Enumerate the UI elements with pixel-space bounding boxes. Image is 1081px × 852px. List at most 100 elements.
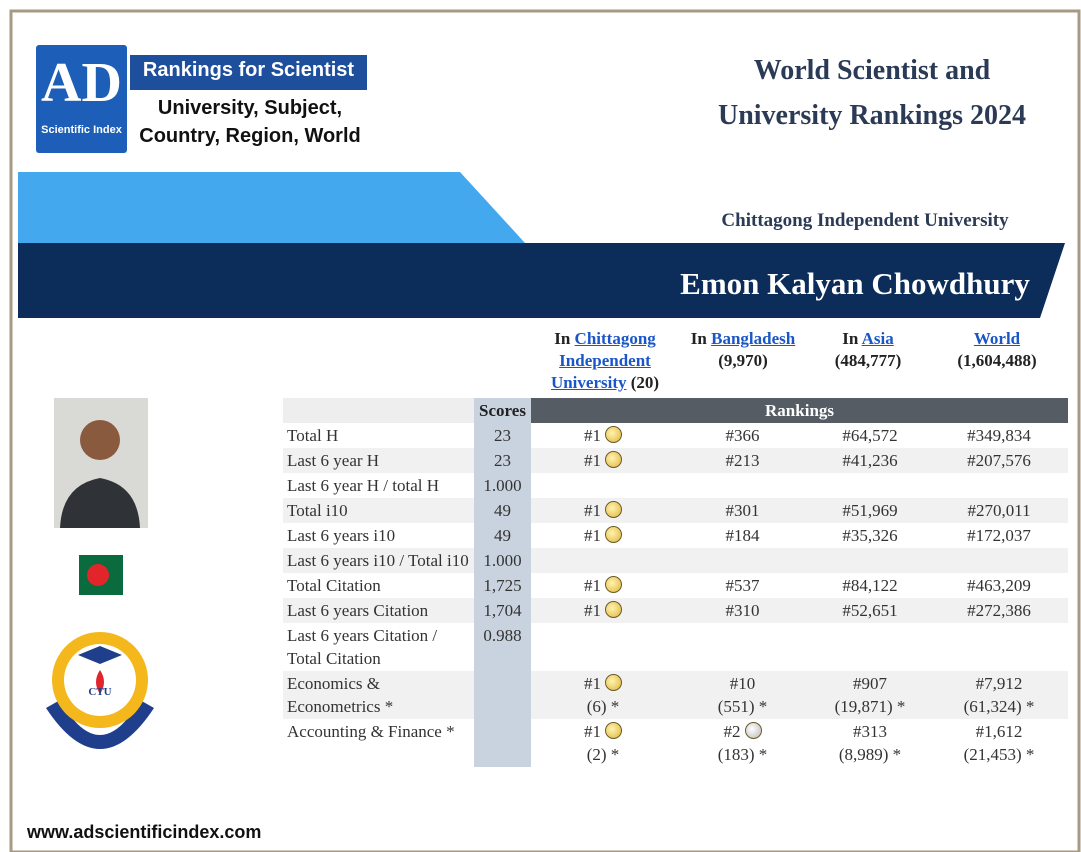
column-count: (484,777) <box>835 351 902 370</box>
rank-count: (19,871) * <box>835 697 906 716</box>
rank-cell <box>675 623 810 671</box>
rank-cell: #172,037 <box>930 523 1068 548</box>
row-label: Total i10 <box>283 498 474 523</box>
row-label: Last 6 years i10 / Total i10 <box>283 548 474 573</box>
medal <box>605 451 622 468</box>
rank: #184 <box>726 526 760 545</box>
rank-cell <box>810 473 930 498</box>
photo-face <box>80 420 120 460</box>
column-link[interactable]: World <box>974 329 1020 348</box>
title: World Scientist and <box>672 55 1072 87</box>
table-row: Last 6 year H / total H1.000 <box>283 473 1068 498</box>
rank: #1 <box>584 501 601 520</box>
rank: #310 <box>726 601 760 620</box>
rankings-header: Rankings <box>531 398 1068 423</box>
logo-banner-text: Rankings for Scientist <box>130 59 367 82</box>
table-row: Total H23#1#366#64,572#349,834 <box>283 423 1068 448</box>
row-label: Total H <box>283 423 474 448</box>
footer-url: www.adscientificindex.com <box>27 822 261 843</box>
institution: Chittagong Independent University <box>665 210 1065 232</box>
rank: #10 <box>730 674 756 693</box>
rank: #907 <box>853 674 887 693</box>
rank-cell: #1(6) * <box>531 671 675 719</box>
medal <box>605 426 622 443</box>
rank: #84,122 <box>842 576 897 595</box>
rank-count: (551) * <box>718 697 768 716</box>
tagline: Country, Region, World <box>130 125 370 148</box>
light-stripe <box>18 172 525 243</box>
rank: #51,969 <box>842 501 897 520</box>
rank: #1 <box>584 576 601 595</box>
column-prefix: In <box>691 329 707 348</box>
table-row: Accounting & Finance *#1(2) *#2(183) *#3… <box>283 719 1068 767</box>
medal <box>605 576 622 593</box>
rank-cell: #1 <box>531 523 675 548</box>
rank: #1 <box>584 526 601 545</box>
row-score: 1.000 <box>474 473 531 498</box>
medal <box>605 601 622 618</box>
rank: #35,326 <box>842 526 897 545</box>
rank: #1 <box>584 601 601 620</box>
rank-cell: #907 (19,871) * <box>810 671 930 719</box>
column-link[interactable]: Asia <box>862 329 894 348</box>
column-link[interactable]: Bangladesh <box>711 329 795 348</box>
rank-count: (2) * <box>587 745 620 764</box>
rank-cell: #7,912(61,324) * <box>930 671 1068 719</box>
rank-cell: #51,969 <box>810 498 930 523</box>
title: University Rankings 2024 <box>672 100 1072 132</box>
rank: #207,576 <box>967 451 1031 470</box>
row-score <box>474 719 531 767</box>
table-header-row: Scores Rankings <box>283 398 1068 423</box>
rank: #1 <box>584 674 601 693</box>
medal <box>605 526 622 543</box>
column-prefix: In <box>842 329 858 348</box>
row-score <box>474 671 531 719</box>
rank: #172,037 <box>967 526 1031 545</box>
scientist-name: Emon Kalyan Chowdhury <box>655 266 1055 302</box>
rank: #349,834 <box>967 426 1031 445</box>
rank-cell: #366 <box>675 423 810 448</box>
row-score: 49 <box>474 523 531 548</box>
column-count: (20) <box>631 373 659 392</box>
scores-header: Scores <box>474 398 531 423</box>
rank-cell: #1,612(21,453) * <box>930 719 1068 767</box>
rank: #1 <box>584 426 601 445</box>
row-score: 1.000 <box>474 548 531 573</box>
rank-cell: #41,236 <box>810 448 930 473</box>
rank-cell: #1 <box>531 498 675 523</box>
rank-cell: #313(8,989) * <box>810 719 930 767</box>
rank: #366 <box>726 426 760 445</box>
flag-circle <box>87 564 109 586</box>
rank: #7,912 <box>976 674 1023 693</box>
row-score: 1,725 <box>474 573 531 598</box>
rank: #52,651 <box>842 601 897 620</box>
rank: #1,612 <box>976 722 1023 741</box>
rank-cell <box>675 548 810 573</box>
rank: #270,011 <box>967 501 1030 520</box>
rank-cell: #1 <box>531 448 675 473</box>
rank-cell: #463,209 <box>930 573 1068 598</box>
column-header: World(1,604,488) <box>927 328 1067 372</box>
rank-cell: #1 <box>531 423 675 448</box>
column-header: In Bangladesh (9,970) <box>676 328 811 372</box>
rank-cell: #349,834 <box>930 423 1068 448</box>
rank: #537 <box>726 576 760 595</box>
rank-cell: #1 <box>531 573 675 598</box>
column-count: (9,970) <box>718 351 768 370</box>
rank-cell: #207,576 <box>930 448 1068 473</box>
table-row: Economics & Econometrics *#1(6) *#10(551… <box>283 671 1068 719</box>
row-score: 1,704 <box>474 598 531 623</box>
column-header: In Chittagong Independent University (20… <box>530 328 680 394</box>
rank: #272,386 <box>967 601 1031 620</box>
row-score: 49 <box>474 498 531 523</box>
row-score: 23 <box>474 423 531 448</box>
table-body: Total H23#1#366#64,572#349,834Last 6 yea… <box>283 423 1068 767</box>
rank-cell: #10 (551) * <box>675 671 810 719</box>
logo-letters: AD <box>36 52 127 114</box>
tagline: University, Subject, <box>130 97 370 120</box>
rank: #41,236 <box>842 451 897 470</box>
rank-count: (183) * <box>718 745 768 764</box>
